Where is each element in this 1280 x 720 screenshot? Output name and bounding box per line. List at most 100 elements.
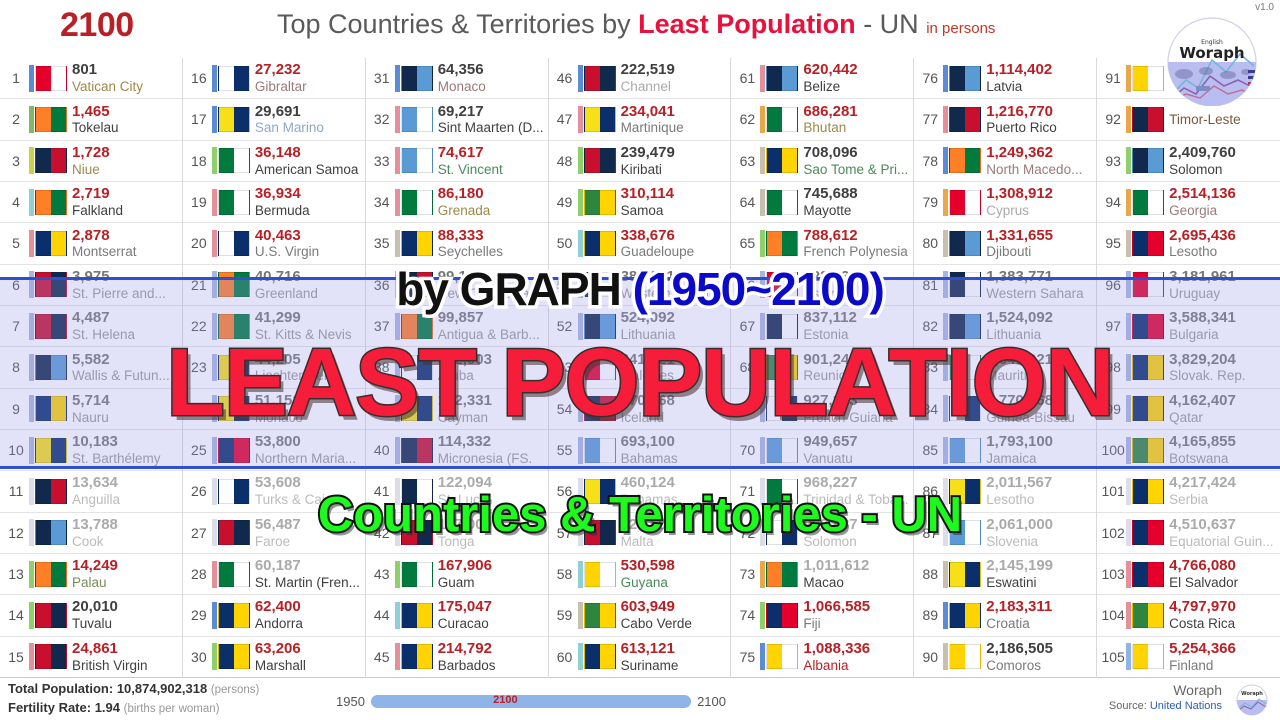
table-row[interactable]: 34 86,180 Grenada — [365, 182, 548, 224]
table-row[interactable]: 49 310,114 Samoa — [548, 182, 731, 224]
table-row[interactable]: 53 641,021 Maldives — [548, 347, 731, 389]
table-row[interactable]: 67 837,112 Estonia — [731, 306, 914, 348]
table-row[interactable]: 51 383,771 Western Sahara — [548, 265, 731, 306]
table-row[interactable]: 54 670,768 Iceland — [548, 389, 731, 430]
table-row[interactable]: 75 1,088,336 Albania — [731, 637, 914, 678]
table-row[interactable]: 22 41,299 St. Kitts & Nevis — [182, 306, 365, 348]
table-row[interactable]: 84 1,770,768 Guinea-Bissau — [914, 389, 1097, 430]
table-row[interactable]: 40 114,332 Micronesia (FS. — [365, 430, 548, 472]
table-row[interactable]: 50 338,676 Guadeloupe — [548, 223, 731, 265]
table-row[interactable]: 74 1,066,585 Fiji — [731, 595, 914, 637]
table-row[interactable]: 104 4,797,970 Costa Rica — [1097, 595, 1280, 637]
slider-track[interactable]: 2100 — [370, 694, 692, 708]
table-row[interactable]: 73 1,011,612 Macao — [731, 554, 914, 596]
table-row[interactable]: 86 2,011,567 Lesotho — [914, 471, 1097, 513]
table-row[interactable]: 29 62,400 Andorra — [182, 595, 365, 637]
table-row[interactable]: 103 4,766,080 El Salvador — [1097, 554, 1280, 596]
table-row[interactable]: 65 788,612 French Polynesia — [731, 223, 914, 265]
table-row[interactable]: 89 2,183,311 Croatia — [914, 595, 1097, 637]
table-row[interactable]: 80 1,331,655 Djibouti — [914, 223, 1097, 265]
table-row[interactable]: 96 3,181,961 Uruguay — [1097, 265, 1280, 306]
table-row[interactable]: 36 99,105 New Caledonia — [365, 265, 548, 306]
table-row[interactable]: 11 13,634 Anguilla — [0, 471, 182, 513]
table-row[interactable]: 79 1,308,912 Cyprus — [914, 182, 1097, 224]
table-row[interactable]: 33 74,617 St. Vincent — [365, 141, 548, 182]
table-row[interactable]: 46 222,519 Channel — [548, 58, 731, 100]
table-row[interactable]: 47 234,041 Martinique — [548, 99, 731, 141]
table-row[interactable]: 8 5,582 Wallis & Futun... — [0, 347, 182, 389]
table-row[interactable]: 97 3,588,341 Bulgaria — [1097, 306, 1280, 348]
table-row[interactable]: 21 40,716 Greenland — [182, 265, 365, 306]
footer-source-value[interactable]: United Nations — [1149, 699, 1222, 712]
table-row[interactable]: 16 27,232 Gibraltar — [182, 58, 365, 100]
table-row[interactable]: 15 24,861 British Virgin — [0, 637, 182, 678]
table-row[interactable]: 71 968,227 Trinidad & Toba... — [731, 471, 914, 513]
table-row[interactable]: 101 4,217,424 Serbia — [1097, 471, 1280, 513]
table-row[interactable]: 9 5,714 Nauru — [0, 389, 182, 430]
table-row[interactable]: 27 56,487 Faroe — [182, 513, 365, 554]
table-row[interactable]: 12 13,788 Cook — [0, 513, 182, 554]
table-row[interactable]: 48 239,479 Kiribati — [548, 141, 731, 182]
table-row[interactable]: 62 686,281 Bhutan — [731, 99, 914, 141]
table-row[interactable]: 38 102,003 Aruba — [365, 347, 548, 389]
table-row[interactable]: 39 102,331 Cayman — [365, 389, 548, 430]
table-row[interactable]: 52 524,092 Lithuania — [548, 306, 731, 348]
table-row[interactable]: 14 20,010 Tuvalu — [0, 595, 182, 637]
table-row[interactable]: 24 51,151 Monaco — [182, 389, 365, 430]
table-row[interactable]: 43 167,906 Guam — [365, 554, 548, 596]
table-row[interactable]: 23 44,205 Liechtenstein — [182, 347, 365, 389]
table-row[interactable]: 90 2,186,505 Comoros — [914, 637, 1097, 678]
table-row[interactable]: 41 122,094 St. Lucia — [365, 471, 548, 513]
table-row[interactable]: 76 1,114,402 Latvia — [914, 58, 1097, 100]
table-row[interactable]: 93 2,409,760 Solomon — [1097, 141, 1280, 182]
table-row[interactable]: 37 99,857 Antigua & Barb... — [365, 306, 548, 348]
table-row[interactable]: 3 1,728 Niue — [0, 141, 182, 182]
table-row[interactable]: 87 2,061,000 Slovenia — [914, 513, 1097, 554]
table-row[interactable]: 4 2,719 Falkland — [0, 182, 182, 224]
table-row[interactable]: 68 901,249 Reunion — [731, 347, 914, 389]
table-row[interactable]: 10 10,183 St. Barthélemy — [0, 430, 182, 472]
table-row[interactable]: 72 969,837 Solomon — [731, 513, 914, 554]
table-row[interactable]: 45 214,792 Barbados — [365, 637, 548, 678]
table-row[interactable]: 28 60,187 St. Martin (Fren... — [182, 554, 365, 596]
table-row[interactable]: 94 2,514,136 Georgia — [1097, 182, 1280, 224]
table-row[interactable]: 105 5,254,366 Finland — [1097, 637, 1280, 678]
table-row[interactable]: 17 29,691 San Marino — [182, 99, 365, 141]
table-row[interactable]: 56 460,124 Bahamas — [548, 471, 731, 513]
table-row[interactable]: 63 708,096 Sao Tome & Pri... — [731, 141, 914, 182]
table-row[interactable]: 91 — [1097, 58, 1280, 100]
table-row[interactable]: 59 603,949 Cabo Verde — [548, 595, 731, 637]
timeline-slider[interactable]: 1950 2100 2100 — [336, 692, 726, 710]
table-row[interactable]: 19 36,934 Bermuda — [182, 182, 365, 224]
table-row[interactable]: 88 2,145,199 Eswatini — [914, 554, 1097, 596]
table-row[interactable]: 35 88,333 Seychelles — [365, 223, 548, 265]
table-row[interactable]: 81 1,383,771 Western Sahara — [914, 265, 1097, 306]
table-row[interactable]: 42 167,000 Tonga — [365, 513, 548, 554]
table-row[interactable]: 7 4,487 St. Helena — [0, 306, 182, 348]
table-row[interactable]: 5 2,878 Montserrat — [0, 223, 182, 265]
table-row[interactable]: 99 4,162,407 Qatar — [1097, 389, 1280, 430]
table-row[interactable]: 77 1,216,770 Puerto Rico — [914, 99, 1097, 141]
table-row[interactable]: 100 4,165,855 Botswana — [1097, 430, 1280, 472]
table-row[interactable]: 57 520,500 Malta — [548, 513, 731, 554]
table-row[interactable]: 20 40,463 U.S. Virgin — [182, 223, 365, 265]
table-row[interactable]: 83 1,641,021 Mauritius — [914, 347, 1097, 389]
table-row[interactable]: 6 3,975 St. Pierre and... — [0, 265, 182, 306]
table-row[interactable]: 102 4,510,637 Equatorial Guin... — [1097, 513, 1280, 554]
table-row[interactable]: 98 3,829,204 Slovak. Rep. — [1097, 347, 1280, 389]
table-row[interactable]: 31 64,356 Monaco — [365, 58, 548, 100]
table-row[interactable]: 92 Timor-Leste — [1097, 99, 1280, 141]
table-row[interactable]: 82 1,524,092 Lithuania — [914, 306, 1097, 348]
table-row[interactable]: 58 530,598 Guyana — [548, 554, 731, 596]
table-row[interactable]: 55 693,100 Bahamas — [548, 430, 731, 472]
table-row[interactable]: 25 53,800 Northern Maria... — [182, 430, 365, 472]
table-row[interactable]: 85 1,793,100 Jamaica — [914, 430, 1097, 472]
table-row[interactable]: 26 53,608 Turks & Caicos — [182, 471, 365, 513]
table-row[interactable]: 30 63,206 Marshall — [182, 637, 365, 678]
table-row[interactable]: 78 1,249,362 North Macedo... — [914, 141, 1097, 182]
table-row[interactable]: 64 745,688 Mayotte — [731, 182, 914, 224]
table-row[interactable]: 69 927,143 French Guiana — [731, 389, 914, 430]
table-row[interactable]: 2 1,465 Tokelau — [0, 99, 182, 141]
table-row[interactable]: 66 822,433 Estonia — [731, 265, 914, 306]
table-row[interactable]: 61 620,442 Belize — [731, 58, 914, 100]
